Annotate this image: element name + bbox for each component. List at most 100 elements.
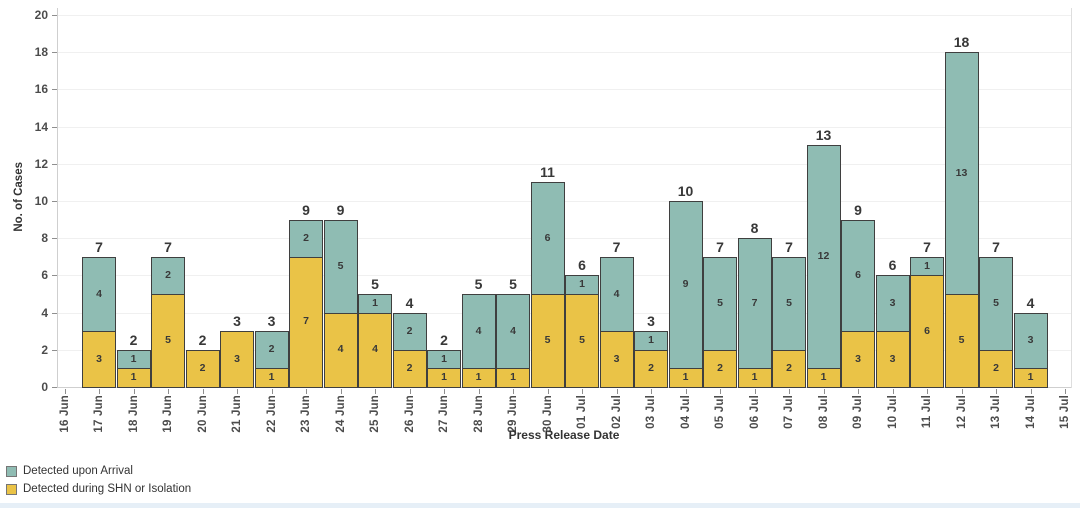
bar-segment-value: 2 (786, 361, 792, 374)
bar-total-label: 7 (923, 238, 931, 255)
bar-segment-arrival[interactable] (944, 52, 979, 295)
bar-segment-arrival[interactable] (392, 312, 427, 351)
y-axis-title: No. of Cases (13, 162, 25, 232)
legend-label-arrival: Detected upon Arrival (23, 465, 133, 477)
x-axis-tick (133, 389, 135, 394)
bar-segment-shn[interactable] (323, 312, 358, 388)
x-axis-tick (651, 389, 652, 394)
bar-segment-arrival[interactable] (565, 275, 599, 295)
gridline (58, 238, 1071, 240)
x-axis-tick (202, 389, 204, 394)
bar-segment-shn[interactable] (392, 349, 427, 388)
bar-segment-value: 1 (130, 371, 137, 384)
x-tick-label: 22 Jun (265, 395, 278, 433)
legend-item-detected-during-shn[interactable]: Detected during SHN or Isolation (6, 480, 191, 498)
bar-segment-shn[interactable] (979, 349, 1013, 388)
bar-segment-arrival[interactable] (875, 275, 910, 333)
bar-segment-value: 1 (372, 296, 378, 309)
bar-segment-arrival[interactable] (496, 294, 530, 370)
bar-segment-arrival[interactable] (910, 256, 944, 277)
bar-segment-shn[interactable] (220, 331, 254, 388)
bar-segment-value: 1 (510, 371, 516, 384)
bar-segment-arrival[interactable] (668, 201, 703, 370)
x-tick-label: 20 Jun (196, 395, 209, 433)
bar-total-label: 7 (992, 238, 1000, 255)
bar-segment-shn[interactable] (599, 331, 634, 388)
legend-item-detected-upon-arrival[interactable]: Detected upon Arrival (6, 462, 191, 480)
x-tick-label: 21 Jun (231, 395, 243, 433)
x-tick-label: 27 Jun (438, 395, 450, 433)
legend-label-shn: Detected during SHN or Isolation (23, 483, 192, 495)
x-axis-tick (375, 389, 376, 394)
x-tick-label: 16 Jun (58, 395, 71, 433)
x-axis-tick (823, 389, 825, 394)
x-tick-label: 08 Jul (817, 395, 830, 429)
x-tick-label: 25 Jun (369, 395, 381, 433)
y-axis-tick (52, 238, 57, 240)
bar-segment-value: 1 (268, 371, 275, 384)
gridline (58, 349, 1071, 351)
bar-segment-arrival[interactable] (254, 331, 289, 370)
bar-segment-arrival[interactable] (979, 256, 1013, 351)
x-axis-tick (616, 389, 618, 394)
bar-segment-value: 6 (544, 231, 551, 244)
x-tick-label: 29 Jun (507, 395, 519, 433)
x-tick-label: 18 Jun (127, 395, 140, 433)
bar-segment-arrival[interactable] (772, 256, 806, 351)
y-axis-tick (52, 312, 57, 314)
bar-segment-arrival[interactable] (806, 145, 841, 370)
bar-segment-arrival[interactable] (737, 238, 772, 370)
bar-segment-value: 13 (955, 166, 968, 179)
y-tick-label: 20 (34, 8, 48, 22)
bar-segment-shn[interactable] (841, 331, 875, 388)
y-tick-label: 14 (34, 119, 48, 134)
bar-segment-value: 7 (303, 315, 309, 328)
bar-total-label: 18 (953, 34, 970, 51)
bar-segment-shn[interactable] (185, 349, 220, 388)
bar-segment-arrival[interactable] (841, 219, 875, 333)
bar-segment-shn[interactable] (289, 256, 323, 388)
bar-segment-value: 4 (337, 343, 344, 356)
bar-segment-arrival[interactable] (116, 349, 151, 370)
bar-segment-shn[interactable] (634, 349, 668, 388)
legend: Detected upon Arrival Detected during SH… (6, 462, 191, 498)
bar-segment-value: 5 (786, 296, 792, 309)
bar-segment-value: 2 (648, 361, 654, 374)
bar-total-label: 10 (677, 183, 694, 199)
bar-total-label: 7 (785, 238, 793, 255)
bar-segment-value: 1 (579, 278, 585, 291)
bar-segment-arrival[interactable] (151, 256, 185, 295)
bar-segment-arrival[interactable] (289, 219, 323, 258)
y-tick-label: 18 (34, 45, 48, 60)
bar-segment-arrival[interactable] (1013, 312, 1048, 370)
x-tick-label: 02 Jul (610, 395, 623, 429)
bar-segment-arrival[interactable] (599, 256, 634, 333)
bar-segment-arrival[interactable] (323, 219, 358, 314)
bar-segment-arrival[interactable] (358, 294, 392, 314)
bar-segment-shn[interactable] (82, 331, 116, 388)
bar-segment-shn[interactable] (358, 312, 392, 388)
bar-segment-arrival[interactable] (634, 331, 668, 351)
bar-segment-value: 3 (96, 352, 102, 365)
bottom-scroll-strip (0, 503, 1080, 508)
bar-segment-arrival[interactable] (530, 182, 565, 295)
y-axis-tick (52, 387, 57, 388)
x-tick-label: 01 Jul (576, 395, 588, 429)
bar-segment-value: 4 (372, 343, 378, 356)
bar-segment-arrival[interactable] (703, 256, 737, 351)
bar-segment-arrival[interactable] (82, 256, 116, 333)
x-axis-tick (478, 389, 480, 394)
bar-segment-arrival[interactable] (461, 294, 496, 370)
bar-total-label: 9 (336, 201, 345, 218)
legend-swatch-shn-icon (6, 483, 17, 495)
y-axis-tick (52, 52, 57, 54)
bar-segment-value: 5 (544, 334, 551, 346)
bar-segment-arrival[interactable] (427, 349, 461, 370)
bar-total-label: 5 (509, 276, 517, 292)
y-tick-label: 12 (34, 156, 48, 171)
bar-total-label: 3 (647, 313, 655, 330)
bar-segment-value: 5 (958, 334, 965, 346)
x-axis-tick (996, 389, 997, 394)
bar-segment-value: 2 (406, 361, 413, 374)
